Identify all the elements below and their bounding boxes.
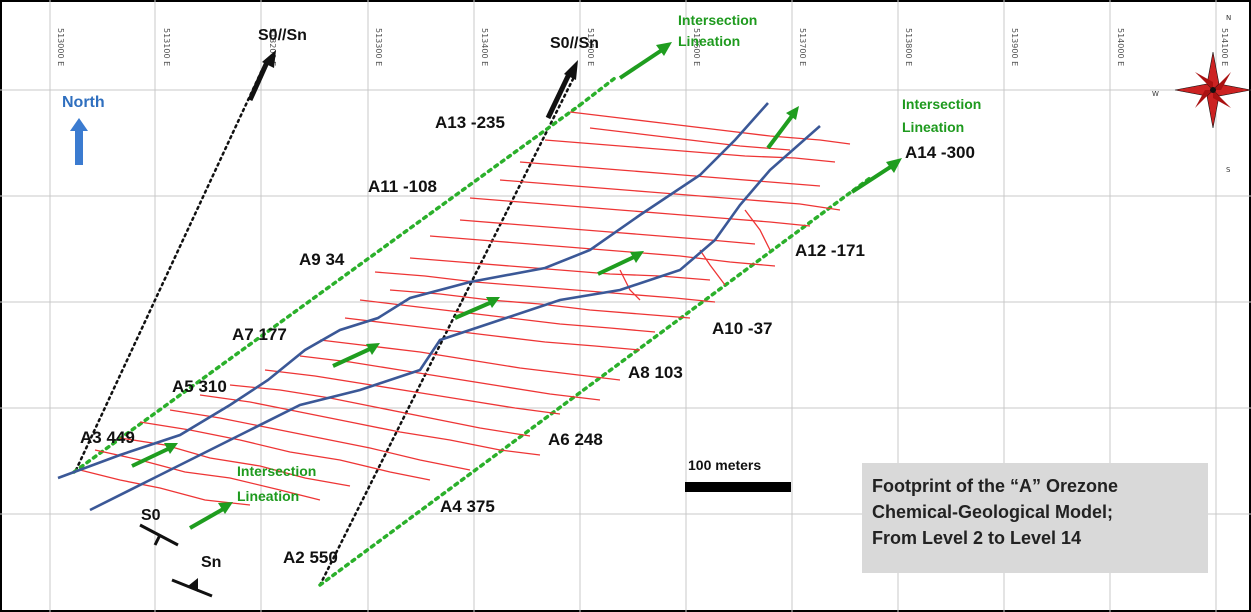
lineation-arrow-icon: [189, 502, 233, 530]
grid-label: 513000 E: [56, 28, 65, 66]
scale-bar-label: 100 meters: [688, 457, 761, 473]
level-label: A9 34: [299, 250, 345, 269]
grid-label: 513900 E: [1010, 28, 1019, 66]
lineation-arrow-icon: [597, 251, 644, 276]
lineation-boundary-top: [72, 103, 582, 474]
s0-sn-label-left: S0//Sn: [258, 27, 307, 44]
vein-traces: [79, 111, 851, 506]
grid-label: 514000 E: [1116, 28, 1125, 66]
lineation-arrow-icon: [332, 343, 380, 368]
lineation-boundary-top-ext: [578, 76, 617, 107]
level-label: A5 310: [172, 377, 227, 396]
grid-label: 513400 E: [480, 28, 489, 66]
intersection-label-bottom-line2: Lineation: [237, 488, 299, 504]
lineation-boundary-bottom: [318, 176, 872, 587]
caption-line: Footprint of the “A” Orezone: [872, 476, 1118, 496]
intersection-label-right-line2: Lineation: [902, 119, 964, 135]
level-label: A8 103: [628, 363, 683, 382]
level-label: A14 -300: [905, 143, 975, 162]
north-arrow-icon: [70, 118, 88, 165]
s0-label: S0: [141, 507, 161, 524]
lineation-arrow-icon: [618, 42, 672, 80]
sn-symbol-icon: [171, 578, 213, 598]
contact-line-upper: [57, 102, 769, 480]
level-label: A7 177: [232, 325, 287, 344]
grid-tick-labels: 513000 E 513100 E 513200 E 513300 E 5134…: [56, 28, 1229, 66]
compass-s-label: S: [1226, 166, 1231, 174]
lineation-arrow-icon: [766, 106, 799, 150]
s0-sn-label-right: S0//Sn: [550, 35, 599, 52]
compass-n-label: N: [1226, 14, 1231, 22]
grid-label: 513300 E: [374, 28, 383, 66]
level-label: A13 -235: [435, 113, 505, 132]
lineation-arrow-icon: [850, 158, 902, 194]
north-arrow-label: North: [62, 94, 105, 111]
compass-rose-icon: [1174, 51, 1251, 129]
s0-sn-trace-left: [74, 68, 264, 472]
caption-box: Footprint of the “A” Orezone Chemical-Ge…: [862, 463, 1208, 573]
grid-label: 513500 E: [586, 28, 595, 66]
intersection-label-bottom-line1: Intersection: [237, 463, 316, 479]
grid-label: 513700 E: [798, 28, 807, 66]
level-label: A12 -171: [795, 241, 865, 260]
caption-line: Chemical-Geological Model;: [872, 502, 1114, 522]
intersection-label-right-line1: Intersection: [902, 96, 981, 112]
s0-sn-arrow-right-icon: [545, 60, 578, 120]
s0-symbol-icon: [139, 523, 179, 547]
lineation-arrow-icon: [131, 443, 178, 468]
grid-label: 514100 E: [1220, 28, 1229, 66]
level-label: A6 248: [548, 430, 603, 449]
compass-w-label: W: [1152, 90, 1159, 98]
grid-label: 513800 E: [904, 28, 913, 66]
intersection-label-top-line2: Lineation: [678, 33, 740, 49]
intersection-label-top-line1: Intersection: [678, 12, 757, 28]
contact-line-lower: [89, 125, 821, 512]
caption-line: From Level 2 to Level 14: [872, 528, 1082, 548]
level-label: A2 550: [283, 548, 338, 567]
scale-bar: [685, 482, 791, 492]
s0-sn-arrow-left-icon: [247, 50, 276, 102]
grid-label: 513100 E: [162, 28, 171, 66]
sn-label: Sn: [201, 554, 221, 571]
grid-label: 513200 E: [268, 28, 277, 66]
level-label: A10 -37: [712, 319, 772, 338]
level-label: A4 375: [440, 497, 495, 516]
lineation-arrow-icon: [454, 297, 500, 320]
level-label: A3 449: [80, 428, 135, 447]
grid-label: 513600 E: [692, 28, 701, 66]
level-label: A11 -108: [368, 177, 437, 196]
